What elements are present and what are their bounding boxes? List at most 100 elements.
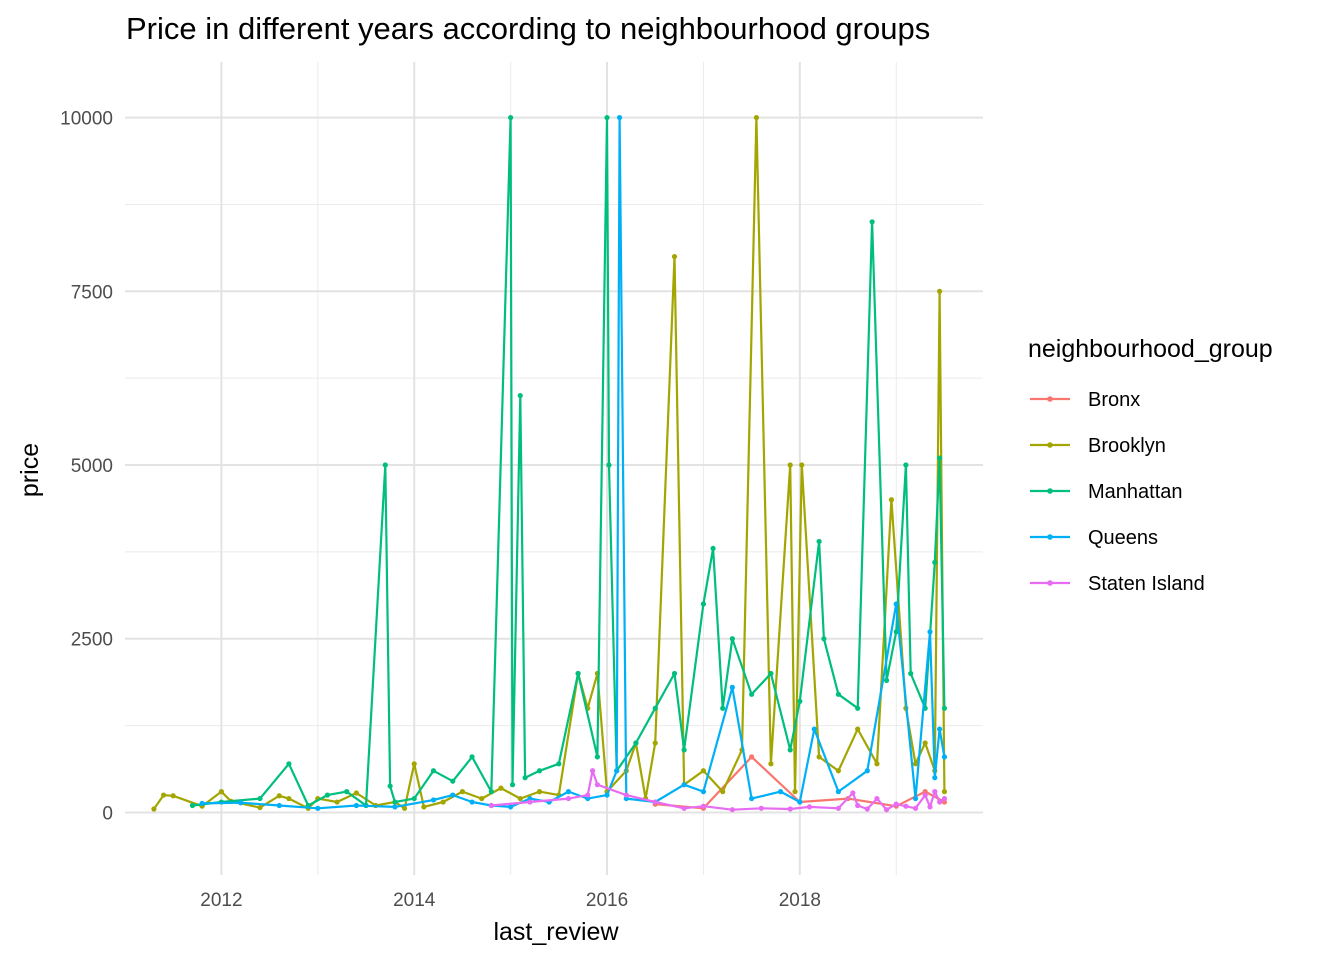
data-point	[565, 789, 572, 795]
data-point	[411, 795, 417, 802]
data-point	[787, 806, 793, 812]
data-point	[937, 455, 943, 461]
data-point	[700, 601, 707, 607]
data-point	[835, 805, 841, 811]
series-line	[152, 116, 946, 810]
data-point	[908, 670, 914, 677]
data-point	[855, 802, 861, 809]
x-tick-label: 2016	[586, 890, 628, 911]
grid	[125, 62, 983, 875]
y-tick-label: 7500	[71, 282, 113, 303]
ticks: 0 2500 5000 7500 10000 2012 2014 2016 2018	[60, 109, 821, 911]
chart-title: Price in different years according to ne…	[126, 11, 930, 46]
legend-key-point	[1047, 534, 1053, 540]
data-point	[517, 795, 523, 802]
legend-label: Brooklyn	[1088, 435, 1166, 457]
data-point	[753, 114, 760, 121]
series-layer	[151, 114, 948, 813]
data-point	[729, 684, 735, 690]
data-point	[382, 462, 388, 468]
data-point	[855, 726, 861, 732]
data-point	[888, 497, 895, 503]
data-point	[517, 392, 523, 399]
data-point	[353, 802, 359, 809]
data-point	[276, 802, 282, 809]
data-point	[536, 768, 543, 774]
data-point	[811, 726, 817, 732]
data-point	[488, 802, 494, 809]
data-point	[392, 804, 398, 810]
legend-label: Bronx	[1088, 389, 1140, 411]
data-point	[932, 775, 938, 781]
legend-key-point	[1047, 580, 1053, 586]
data-point	[937, 726, 943, 732]
data-point	[821, 636, 827, 642]
x-tick-label: 2014	[393, 890, 436, 911]
data-point	[315, 805, 321, 811]
data-point	[768, 670, 774, 677]
data-point	[353, 790, 359, 796]
series-manhattan	[189, 114, 948, 809]
data-point	[927, 629, 933, 635]
data-point	[276, 793, 282, 799]
x-axis-title: last_review	[493, 918, 619, 946]
data-point	[421, 804, 427, 810]
data-point	[700, 768, 707, 774]
data-point	[430, 797, 437, 803]
data-point	[257, 804, 263, 811]
data-point	[941, 795, 948, 802]
data-point	[286, 761, 292, 767]
data-point	[614, 768, 620, 774]
data-point	[387, 783, 393, 789]
data-point	[816, 538, 822, 545]
data-point	[787, 462, 793, 468]
series-line	[491, 769, 946, 811]
data-point	[238, 800, 244, 806]
data-point	[749, 795, 755, 802]
data-point	[912, 795, 919, 802]
data-point	[469, 754, 475, 760]
data-point	[932, 559, 938, 565]
data-point	[729, 636, 735, 642]
data-point	[835, 789, 841, 795]
legend-label: Manhattan	[1088, 481, 1183, 503]
data-point	[450, 792, 456, 798]
data-point	[816, 754, 822, 760]
data-point	[594, 782, 600, 788]
data-point	[912, 761, 919, 767]
data-point	[392, 799, 398, 805]
data-point	[927, 804, 933, 810]
data-point	[700, 803, 707, 809]
data-point	[720, 789, 726, 795]
data-point	[710, 545, 716, 552]
data-point	[508, 804, 514, 810]
data-point	[575, 670, 581, 677]
series-queens	[199, 114, 948, 811]
data-point	[850, 790, 856, 796]
data-point	[700, 789, 707, 795]
data-point	[522, 775, 528, 781]
data-point	[565, 795, 572, 802]
data-point	[151, 806, 157, 812]
data-point	[479, 795, 485, 802]
data-point	[941, 789, 948, 795]
data-point	[806, 804, 813, 810]
data-point	[671, 670, 678, 677]
data-point	[768, 761, 774, 767]
data-point	[652, 705, 658, 711]
data-point	[469, 799, 475, 805]
data-point	[903, 462, 909, 468]
data-point	[749, 691, 755, 697]
data-point	[799, 462, 805, 468]
data-point	[893, 601, 899, 607]
data-point	[883, 807, 890, 813]
data-point	[450, 778, 456, 784]
data-point	[606, 462, 612, 468]
data-point	[893, 629, 899, 635]
data-point	[459, 789, 466, 795]
data-point	[797, 698, 803, 704]
data-point	[941, 705, 948, 711]
data-point	[797, 799, 803, 805]
data-point	[604, 114, 610, 121]
data-point	[777, 789, 784, 795]
